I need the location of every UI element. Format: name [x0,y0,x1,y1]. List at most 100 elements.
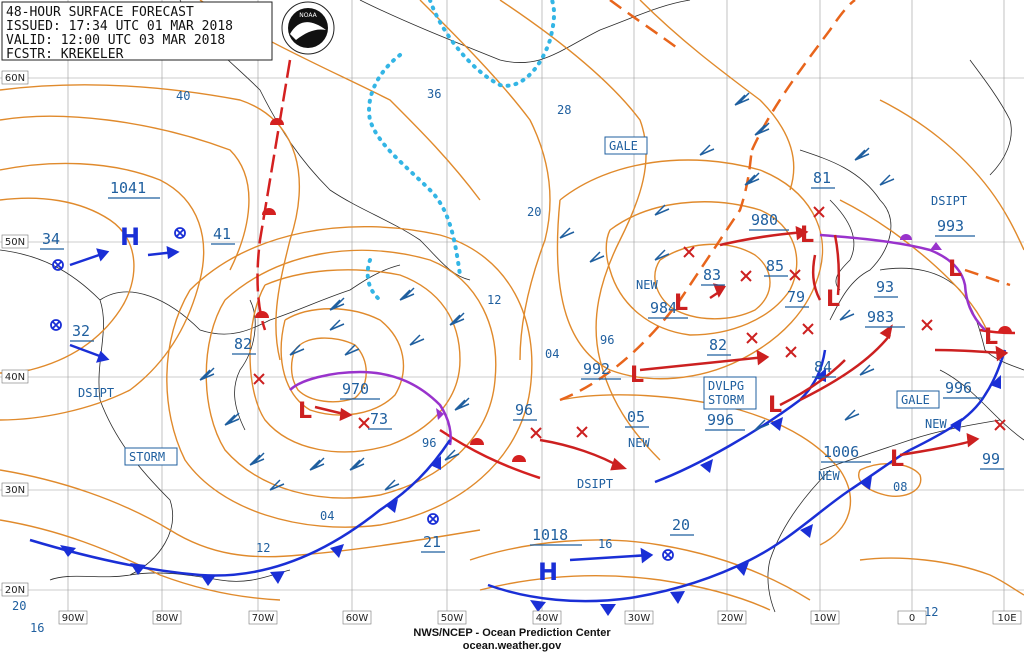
lon-label: 80W [156,613,179,624]
isobar-label: 40 [176,89,190,103]
wind-barbs [199,92,895,491]
lon-label-box [992,610,1022,625]
lon-label: 10E [997,613,1016,624]
isobar-label: 96 [422,436,436,450]
new-label-1: NEW [636,278,658,292]
lat-label: 50N [5,237,25,248]
lon-label-box [897,610,927,625]
label-79: 79 [787,288,805,306]
pressure-992: 992 [583,360,610,378]
lon-label-box [810,610,840,625]
low-symbol: L [826,287,840,312]
label-20: 20 [672,516,690,534]
low-symbol: L [948,257,962,282]
credit-line-2: ocean.weather.gov [463,640,562,652]
isobar-label: 20 [12,599,26,613]
lon-label: 0 [909,613,915,624]
circle-x-symbols [50,227,674,561]
low-symbol: L [890,447,904,472]
lat-label-box [1,70,29,85]
label-81: 81 [813,169,831,187]
footer-credit: NWS/NCEP - Ocean Prediction Center ocean… [413,627,611,652]
dsipt-label-1: DSIPT [78,386,114,400]
lat-lon-grid [0,0,1024,612]
occluded-fronts [289,233,986,446]
lat-label-box [1,582,29,597]
header-forecaster: FCSTR: KREKELER [6,47,124,62]
annotations: DSIPT DSIPT DSIPT NEW NEW NEW NEW [78,194,967,491]
pressure-970: 970 [342,380,369,398]
isobars [0,0,1024,611]
noaa-logo: NOAA [281,1,335,55]
label-96: 96 [515,401,533,419]
lon-label-box [532,610,562,625]
label-99: 99 [982,450,1000,468]
pressure-1041: 1041 [110,179,146,197]
pressure-1006: 1006 [823,443,859,461]
dsipt-label-3: DSIPT [931,194,967,208]
low-symbol: L [800,223,814,248]
axis-labels: 90W 80W 70W 60W 50W 40W 30W 20W 10W 0 10E 60N 50N 40… [1,70,1022,625]
trough-line-4 [964,268,1011,287]
lat-label: 20N [5,585,25,596]
low-symbol: L [768,393,782,418]
isobar-label: 12 [256,541,270,555]
isobar-label: 16 [30,621,44,635]
lon-label-box [58,610,88,625]
label-21: 21 [423,533,441,551]
boxed-labels: STORM GALE GALE DVLPG STORM [124,136,940,466]
isobar-label: 12 [487,293,501,307]
low-symbol: L [298,399,312,424]
isobar-label: 16 [598,537,612,551]
low-symbol: L [984,325,998,350]
label-73: 73 [370,410,388,428]
pressure-980: 980 [751,211,778,229]
label-05: 05 [627,408,645,426]
header-valid: VALID: 12:00 UTC 03 MAR 2018 [6,33,225,48]
lon-label-box [342,610,372,625]
isobar-label: 28 [557,103,571,117]
lon-label-box [152,610,182,625]
label-41: 41 [213,225,231,243]
ice-edge-line-north [428,0,557,88]
low-symbol: L [630,363,644,388]
label-34: 34 [42,230,60,248]
high-symbol: H [120,223,140,251]
pressure-984: 984 [650,299,677,317]
isobar-label: 08 [893,480,907,494]
lon-label-box [717,610,747,625]
label-93: 93 [876,278,894,296]
high-symbol: H [538,558,558,586]
lon-label-box [248,610,278,625]
header-title: 48-HOUR SURFACE FORECAST [6,5,194,20]
trough-line-3 [609,0,681,52]
low-center-symbols: L L L L L L L L L [298,223,998,472]
lat-label: 40N [5,372,25,383]
isobar-label: 04 [320,509,334,523]
credit-line-1: NWS/NCEP - Ocean Prediction Center [413,627,611,639]
storm-tracks [314,225,1009,471]
lat-label: 60N [5,73,25,84]
lat-label-box [1,369,29,384]
header-block: 48-HOUR SURFACE FORECAST ISSUED: 17:34 U… [1,1,273,62]
isobar-label: 12 [924,605,938,619]
pressure-996a: 996 [707,411,734,429]
label-32: 32 [72,322,90,340]
low-symbol: L [674,291,688,316]
dsipt-label-2: DSIPT [577,477,613,491]
lon-label: 30W [628,613,651,624]
lon-label: 90W [62,613,85,624]
pressure-center-labels: 1041 1018 970 980 984 992 996 1006 983 9… [108,179,983,546]
new-label-4: NEW [925,417,947,431]
lat-label-box [1,482,29,497]
gale-box-2: GALE [901,393,930,407]
lat-label: 30N [5,485,25,496]
lon-label: 60W [346,613,369,624]
label-82: 82 [234,335,252,353]
label-84: 84 [814,358,832,376]
track-x-markers [253,206,1006,439]
lon-label: 70W [252,613,275,624]
pressure-1018: 1018 [532,526,568,544]
pressure-996b: 996 [945,379,972,397]
